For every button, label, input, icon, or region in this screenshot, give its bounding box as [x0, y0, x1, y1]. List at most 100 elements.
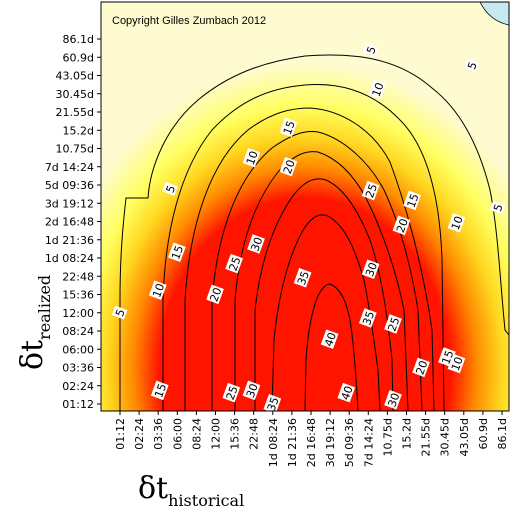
- y-tick-label: 30.45d: [56, 88, 94, 101]
- contour-label-box: [263, 394, 282, 411]
- heatmap-surface: [101, 2, 509, 411]
- y-tick-label: 15:36: [62, 289, 94, 302]
- contour-label-text: 25: [385, 316, 402, 334]
- svg-text:δthistorical: δthistorical: [138, 471, 244, 510]
- contour-line-25: [234, 151, 409, 411]
- contour-line-30: [254, 178, 394, 411]
- contour-label-box: [225, 253, 243, 274]
- y-tick-label: 22:48: [62, 270, 94, 283]
- contour-label-text: 10: [449, 355, 466, 373]
- y-axis-title: δtrealized: [15, 275, 54, 370]
- contour-label-box: [150, 380, 169, 401]
- x-tick-label: 30.45d: [439, 418, 452, 456]
- contour-label-box: [368, 79, 386, 100]
- y-tick-label: 02:24: [62, 380, 94, 393]
- contour-label-text: 35: [265, 395, 282, 413]
- contour-label-35: 35: [293, 268, 312, 288]
- contour-label-box: [293, 268, 312, 288]
- contour-label-25: 25: [225, 253, 244, 274]
- contour-label-box: [162, 181, 178, 196]
- contour-label-40: 40: [337, 382, 356, 403]
- contour-label-text: 40: [322, 331, 339, 349]
- contour-label-box: [384, 390, 402, 410]
- contour-label-text: 25: [363, 182, 380, 200]
- x-tick-label: 21.55d: [420, 418, 433, 456]
- contour-label-25: 25: [222, 382, 241, 403]
- contour-label-15: 15: [279, 117, 298, 138]
- contour-label-box: [279, 156, 298, 177]
- y-tick-label: 43.05d: [56, 70, 94, 83]
- contour-label-35: 35: [358, 308, 377, 328]
- contour-label-text: 35: [295, 269, 312, 287]
- contour-label-25: 25: [384, 314, 402, 334]
- contour-label-text: 15: [281, 119, 298, 137]
- y-tick-label: 21.55d: [56, 106, 94, 119]
- contour-label-box: [337, 382, 356, 403]
- x-tick-label: 60.9d: [477, 418, 490, 449]
- contour-label-5: 5: [162, 181, 179, 196]
- contour-label-box: [279, 117, 298, 138]
- y-tick-label: 1d 08:24: [45, 252, 94, 265]
- contour-line-10: [162, 84, 445, 411]
- contour-labels: 5555510101010101515151515202020202525252…: [111, 42, 506, 413]
- contour-label-20: 20: [412, 357, 430, 378]
- y-tick-label: 01:12: [62, 398, 94, 411]
- contour-label-15: 15: [438, 347, 456, 367]
- contour-label-text: 30: [248, 236, 265, 254]
- contour-line-40: [304, 283, 359, 411]
- x-tick-label: 03:36: [152, 418, 165, 450]
- contour-label-text: 5: [491, 202, 506, 213]
- contour-label-box: [247, 234, 265, 254]
- contour-line-15: [184, 107, 435, 411]
- x-tick-label: 02:24: [133, 418, 146, 450]
- x-tick-label: 5d 09:36: [343, 418, 356, 467]
- contour-label-box: [242, 380, 261, 401]
- contour-label-box: [463, 58, 480, 73]
- x-axis-title: δthistorical: [138, 471, 244, 510]
- contour-label-box: [362, 42, 379, 57]
- contour-label-text: 20: [281, 158, 298, 176]
- x-tick-label: 43.05d: [458, 418, 471, 456]
- x-axis-subscript: historical: [168, 491, 244, 510]
- x-tick-label: 22:48: [248, 418, 261, 450]
- y-axis: 01:12 02:24 03:36 06:00 08:24 12:00 15:36 22:48…: [45, 33, 101, 411]
- x-tick-label: 1d 08:24: [267, 418, 280, 467]
- contour-label-box: [384, 314, 402, 334]
- contour-label-15: 15: [403, 190, 422, 211]
- contour-label-30: 30: [247, 234, 265, 254]
- contour-label-text: 15: [152, 382, 169, 400]
- contour-label-35: 35: [263, 394, 282, 413]
- contour-label-box: [167, 242, 186, 262]
- contour-label-box: [206, 284, 224, 305]
- contour-label-5: 5: [489, 200, 506, 215]
- contour-label-10: 10: [368, 79, 387, 100]
- x-tick-label: 06:00: [171, 418, 184, 450]
- y-tick-label: 86.1d: [63, 33, 94, 46]
- x-tick-label: 15.2d: [401, 418, 414, 449]
- y-tick-label: 12:00: [62, 307, 94, 320]
- contour-label-text: 25: [227, 255, 244, 273]
- contour-label-text: 5: [364, 45, 379, 56]
- contour-label-text: 5: [164, 184, 179, 195]
- x-tick-label: 10.75d: [381, 418, 394, 456]
- x-tick-label: 3d 19:12: [324, 418, 337, 467]
- contour-label-text: 30: [363, 261, 380, 279]
- contour-label-box: [111, 305, 128, 320]
- contour-label-text: 5: [113, 307, 128, 318]
- plot-area: 5555510101010101515151515202020202525252…: [101, 2, 509, 413]
- x-tick-label: 15:36: [229, 418, 242, 450]
- contour-label-box: [392, 215, 411, 236]
- y-tick-label: 03:36: [62, 362, 94, 375]
- contour-label-text: 10: [370, 81, 387, 99]
- contour-lines: [119, 54, 509, 411]
- contour-label-10: 10: [242, 147, 261, 168]
- contour-label-20: 20: [279, 156, 298, 177]
- contour-label-text: 10: [449, 214, 466, 232]
- contour-label-box: [438, 347, 456, 367]
- contour-label-text: 20: [394, 217, 411, 235]
- x-tick-label: 7d 14:24: [362, 418, 375, 467]
- contour-label-box: [148, 280, 167, 300]
- contour-label-15: 15: [150, 380, 169, 401]
- contour-label-text: 20: [207, 286, 224, 304]
